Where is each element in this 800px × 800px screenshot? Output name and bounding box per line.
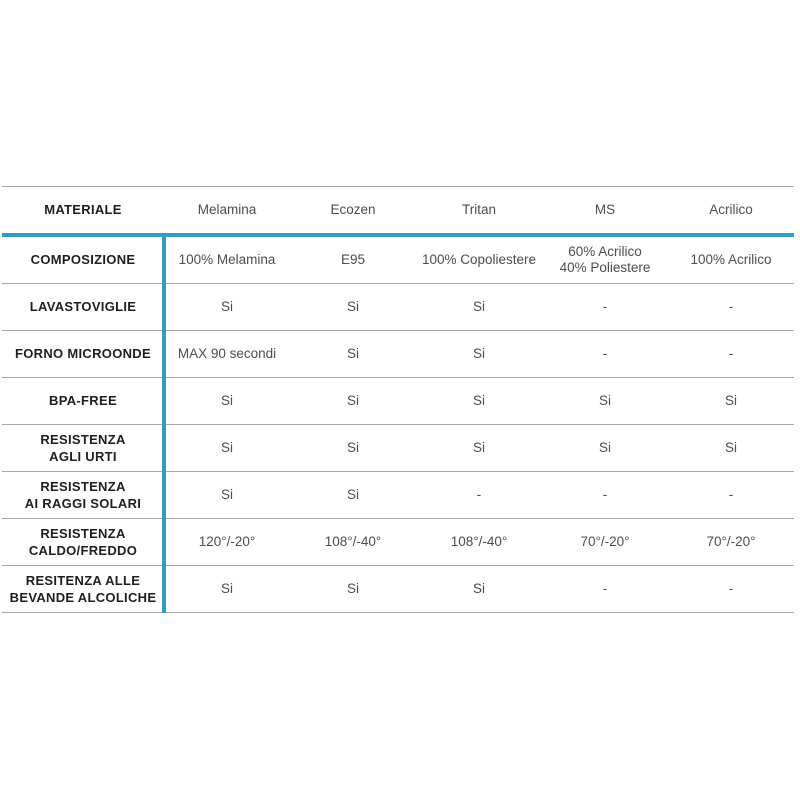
column-header-ms: MS bbox=[594, 202, 616, 218]
column-header-acrilico: Acrilico bbox=[709, 202, 753, 218]
row-label-bpa-free: BPA-FREE bbox=[49, 393, 117, 409]
table-cell: MAX 90 secondi bbox=[177, 346, 277, 362]
table-cell: 100% Copoliestere bbox=[421, 252, 537, 268]
table-cell: Si bbox=[472, 581, 485, 597]
table-row-raggi-solari: RESISTENZA AI RAGGI SOLARI Si Si - - - bbox=[2, 472, 794, 519]
row-label-resistenza-urti: RESISTENZA AGLI URTI bbox=[40, 431, 126, 464]
table-cell: - bbox=[602, 299, 608, 315]
table-cell: - bbox=[476, 487, 482, 503]
row-label-forno-microonde: FORNO MICROONDE bbox=[15, 346, 151, 362]
table-cell: Si bbox=[472, 346, 485, 362]
header-materiale: MATERIALE bbox=[44, 202, 122, 218]
header-accent-divider bbox=[2, 233, 794, 237]
table-header-row: MATERIALE Melamina Ecozen Tritan MS Acri… bbox=[2, 187, 794, 233]
table-cell: E95 bbox=[340, 252, 366, 268]
table-cell: Si bbox=[346, 581, 359, 597]
table-row-forno-microonde: FORNO MICROONDE MAX 90 secondi Si Si - - bbox=[2, 331, 794, 378]
table-cell: Si bbox=[724, 393, 737, 409]
table-cell: Si bbox=[472, 393, 485, 409]
table-cell: 108°/-40° bbox=[450, 534, 508, 550]
table-row-bevande-alcoliche: RESITENZA ALLE BEVANDE ALCOLICHE Si Si S… bbox=[2, 566, 794, 613]
table-cell: Si bbox=[346, 393, 359, 409]
table-cell: 100% Melamina bbox=[178, 252, 276, 268]
table-cell: 70°/-20° bbox=[580, 534, 630, 550]
table-cell: 70°/-20° bbox=[706, 534, 756, 550]
table-cell: 120°/-20° bbox=[198, 534, 256, 550]
material-comparison-table: MATERIALE Melamina Ecozen Tritan MS Acri… bbox=[2, 186, 794, 613]
row-label-raggi-solari: RESISTENZA AI RAGGI SOLARI bbox=[24, 478, 142, 511]
table-cell: Si bbox=[220, 299, 233, 315]
table-cell: Si bbox=[598, 393, 611, 409]
table-cell: - bbox=[602, 581, 608, 597]
row-label-bevande-alcoliche: RESITENZA ALLE BEVANDE ALCOLICHE bbox=[9, 572, 157, 605]
table-cell: Si bbox=[220, 440, 233, 456]
table-cell: Si bbox=[346, 487, 359, 503]
table-row-composizione: COMPOSIZIONE 100% Melamina E95 100% Copo… bbox=[2, 237, 794, 284]
table-cell: Si bbox=[598, 440, 611, 456]
label-column-accent-divider bbox=[162, 237, 166, 613]
table-cell: Si bbox=[472, 440, 485, 456]
table-cell: 108°/-40° bbox=[324, 534, 382, 550]
table-cell: - bbox=[602, 487, 608, 503]
table-cell: - bbox=[602, 346, 608, 362]
table-cell: 100% Acrilico bbox=[690, 252, 772, 268]
table-cell: Si bbox=[724, 440, 737, 456]
table-cell: - bbox=[728, 299, 734, 315]
column-header-tritan: Tritan bbox=[461, 202, 496, 218]
table-cell: Si bbox=[346, 440, 359, 456]
table-cell: Si bbox=[346, 299, 359, 315]
table-row-bpa-free: BPA-FREE Si Si Si Si Si bbox=[2, 378, 794, 425]
table-cell: 60% Acrilico 40% Poliestere bbox=[559, 244, 651, 275]
table-cell: Si bbox=[220, 581, 233, 597]
table-row-resistenza-urti: RESISTENZA AGLI URTI Si Si Si Si Si bbox=[2, 425, 794, 472]
table-cell: - bbox=[728, 581, 734, 597]
table-row-caldo-freddo: RESISTENZA CALDO/FREDDO 120°/-20° 108°/-… bbox=[2, 519, 794, 566]
row-label-composizione: COMPOSIZIONE bbox=[30, 252, 136, 268]
table-cell: - bbox=[728, 487, 734, 503]
row-label-lavastoviglie: LAVASTOVIGLIE bbox=[29, 299, 137, 315]
table-cell: Si bbox=[220, 487, 233, 503]
table-cell: - bbox=[728, 346, 734, 362]
table-cell: Si bbox=[472, 299, 485, 315]
table-row-lavastoviglie: LAVASTOVIGLIE Si Si Si - - bbox=[2, 284, 794, 331]
table-cell: Si bbox=[220, 393, 233, 409]
row-label-caldo-freddo: RESISTENZA CALDO/FREDDO bbox=[28, 525, 138, 558]
column-header-ecozen: Ecozen bbox=[330, 202, 376, 218]
table-cell: Si bbox=[346, 346, 359, 362]
column-header-melamina: Melamina bbox=[197, 202, 257, 218]
